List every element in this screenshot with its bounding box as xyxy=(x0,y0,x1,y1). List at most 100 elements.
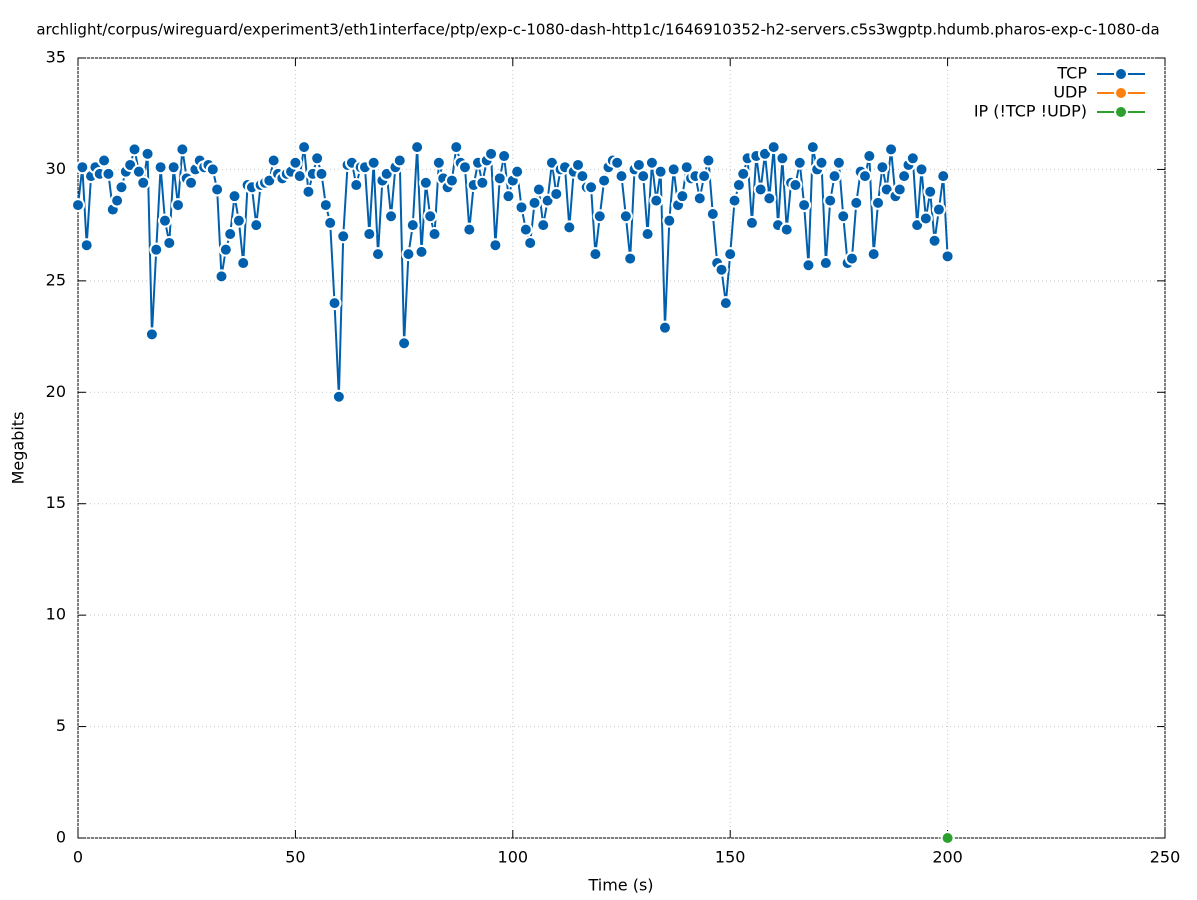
data-point xyxy=(871,195,886,210)
data-point xyxy=(549,186,564,201)
plot-border xyxy=(77,57,1166,839)
data-point xyxy=(801,258,816,273)
y-tick-label: 20 xyxy=(46,382,66,401)
data-point xyxy=(171,198,186,213)
data-point xyxy=(427,227,442,242)
data-point xyxy=(397,336,412,351)
data-point xyxy=(884,142,899,157)
data-point xyxy=(923,184,938,199)
data-point xyxy=(249,218,264,233)
data-point xyxy=(753,182,768,197)
data-point xyxy=(653,164,668,179)
data-point xyxy=(71,198,85,213)
data-point xyxy=(836,209,851,224)
data-point xyxy=(857,169,872,184)
data-point xyxy=(314,166,329,181)
x-tick-label: 250 xyxy=(1150,848,1181,867)
data-point xyxy=(323,215,338,230)
data-point xyxy=(153,160,168,175)
data-point xyxy=(288,155,303,170)
data-point xyxy=(431,155,446,170)
data-point xyxy=(697,169,712,184)
data-point xyxy=(597,173,612,188)
data-point xyxy=(401,247,416,262)
data-point xyxy=(484,146,499,161)
data-point xyxy=(231,213,246,228)
data-point xyxy=(210,182,225,197)
data-point xyxy=(788,178,803,193)
data-point xyxy=(488,238,503,253)
x-tick-label: 50 xyxy=(285,848,305,867)
data-point xyxy=(562,220,577,235)
data-point xyxy=(940,831,955,845)
data-point xyxy=(101,166,116,181)
data-point xyxy=(692,191,707,206)
data-point xyxy=(214,269,229,284)
data-point xyxy=(110,193,125,208)
data-point xyxy=(144,327,159,342)
data-point xyxy=(497,149,512,164)
data-point xyxy=(779,222,794,237)
data-point xyxy=(866,247,881,262)
data-point xyxy=(301,184,316,199)
data-point xyxy=(766,140,781,155)
data-point xyxy=(349,178,364,193)
data-point xyxy=(331,389,346,404)
data-point xyxy=(449,140,464,155)
data-point xyxy=(527,195,542,210)
data-point xyxy=(892,182,907,197)
data-point xyxy=(584,180,599,195)
data-point xyxy=(792,155,807,170)
data-point xyxy=(266,153,281,168)
legend-label: UDP xyxy=(1053,83,1087,102)
data-point xyxy=(666,162,681,177)
data-point xyxy=(418,175,433,190)
data-point xyxy=(205,162,220,177)
data-point xyxy=(236,256,251,271)
data-point xyxy=(714,262,729,277)
data-point xyxy=(844,251,859,266)
data-point xyxy=(914,162,929,177)
data-point xyxy=(384,209,399,224)
data-point xyxy=(705,207,720,221)
data-point xyxy=(736,166,751,181)
data-point xyxy=(931,202,946,217)
legend-label: IP (!TCP !UDP) xyxy=(974,102,1087,121)
data-point xyxy=(410,140,425,155)
data-point xyxy=(657,320,672,335)
data-point xyxy=(618,209,633,224)
legend-marker xyxy=(1114,67,1128,81)
data-point xyxy=(457,160,472,175)
data-point xyxy=(175,142,190,157)
y-tick-label: 30 xyxy=(46,159,66,178)
data-point xyxy=(849,195,864,210)
data-point xyxy=(936,169,951,184)
data-point xyxy=(927,233,942,248)
data-point xyxy=(184,175,199,190)
data-point xyxy=(518,222,533,237)
data-point xyxy=(444,173,459,188)
x-tick-label: 0 xyxy=(73,848,83,867)
data-point xyxy=(149,242,164,257)
data-point xyxy=(514,200,529,215)
data-point xyxy=(610,155,625,170)
data-point xyxy=(614,169,629,184)
data-point xyxy=(292,169,307,184)
data-point xyxy=(623,251,638,266)
data-point xyxy=(662,213,677,228)
legend-label: TCP xyxy=(1056,64,1087,83)
data-point xyxy=(157,213,172,228)
data-point xyxy=(701,153,716,168)
data-point xyxy=(675,189,690,204)
data-point xyxy=(940,249,955,264)
data-point xyxy=(918,211,933,226)
y-tick-label: 15 xyxy=(46,493,66,512)
data-point xyxy=(831,155,846,170)
data-point xyxy=(636,169,651,184)
data-point xyxy=(140,146,155,161)
data-point xyxy=(588,247,603,262)
data-point xyxy=(727,193,742,208)
data-point xyxy=(718,296,733,311)
data-point xyxy=(592,209,607,224)
data-point xyxy=(536,218,551,233)
